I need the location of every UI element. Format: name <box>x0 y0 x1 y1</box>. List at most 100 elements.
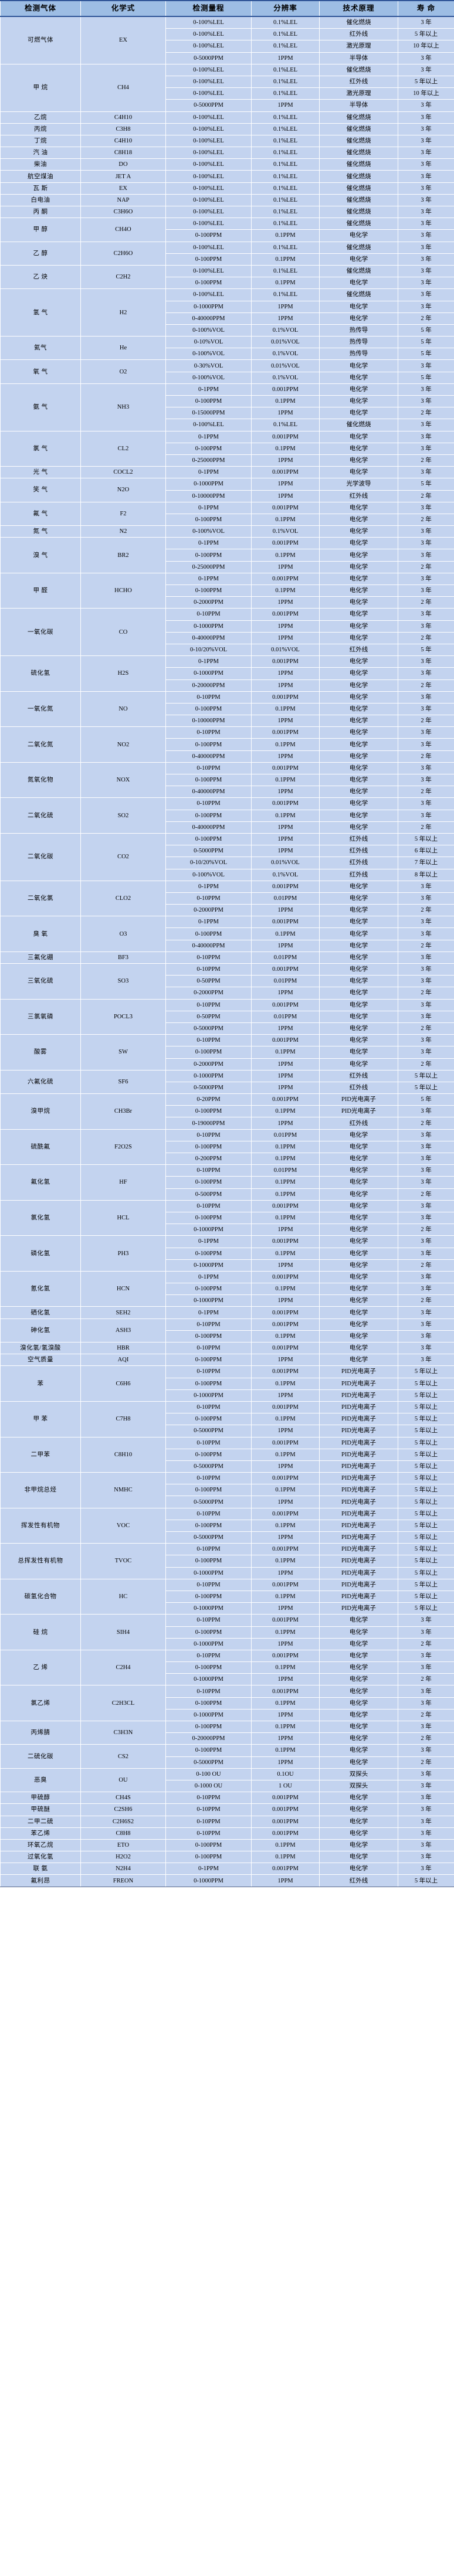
principle-cell: 电化学 <box>319 1211 398 1225</box>
lifetime-cell: 8 年以上 <box>398 868 454 881</box>
lifetime-cell: 3 年 <box>398 667 454 680</box>
chemical-formula-cell: HBR <box>80 1341 166 1355</box>
table-row: 二氧化碳 CO2 0-100PPM 1PPM 红外线 5 年以上 <box>0 832 454 881</box>
lifetime-cell: 5 年以上 <box>398 1496 454 1508</box>
resolution-cell: 0.1PPM <box>251 1377 320 1390</box>
principle-cell: 催化燃烧 <box>319 288 398 301</box>
lifetime-cell: 3 年 <box>398 52 454 64</box>
lifetime-cell: 2 年 <box>398 1756 454 1769</box>
gas-specification-sheet: 检测气体 化学式 检测量程 分辨率 技术原理 寿 命 可燃气体 EX 0-100%L… <box>0 0 454 1887</box>
lifetime-cell: 3 年 <box>398 1626 454 1639</box>
gas-name-cell: 二硫化碳 <box>0 1744 81 1769</box>
principle-cell: 催化燃烧 <box>319 63 398 76</box>
table-row: 0-100PPM 0.1PPM 电化学 3 年 <box>1 584 454 597</box>
lifetime-cell: 3 年 <box>398 16 454 29</box>
resolution-cell: 0.001PPM <box>251 655 320 668</box>
principle-cell: 电化学 <box>319 1863 398 1875</box>
resolution-cell: 1PPM <box>251 1224 320 1236</box>
range-cell: 0-10PPM <box>165 1792 252 1804</box>
gas-name-cell: 三氧化硫 <box>0 963 81 1000</box>
range-cell: 0-5000PPM <box>165 1425 252 1437</box>
lifetime-cell: 3 年 <box>398 951 454 964</box>
range-cell: 0-10PPM <box>165 762 252 775</box>
table-row: 三氧化硫 SO3 0-10PPM 0.001PPM 电化学 3 年 <box>0 963 454 1000</box>
range-cell: 0-100PPM <box>165 927 252 940</box>
principle-cell: 红外线 <box>319 1081 398 1095</box>
gas-name-cell: 碳氢化合物 <box>0 1578 81 1615</box>
table-row: 0-5000PPM 1PPM PID光电离子 5 年以上 <box>1 1531 454 1544</box>
resolution-cell: 1PPM <box>251 1531 320 1544</box>
table-row: 0-100PPM 0.1PPM 电化学 3 年 <box>1 1247 454 1260</box>
chemical-formula-cell: DO <box>80 158 166 171</box>
range-cell: 0-100%VOL <box>165 868 252 881</box>
lifetime-cell: 2 年 <box>398 1188 454 1201</box>
principle-cell: 电化学 <box>319 1235 398 1248</box>
range-cell: 0-5000PPM <box>165 845 252 858</box>
chemical-formula-cell: CH4S <box>80 1792 166 1804</box>
lifetime-cell: 2 年 <box>398 1673 454 1686</box>
principle-cell: 电化学 <box>319 1744 398 1757</box>
range-cell: 0-100%LEL <box>165 28 252 41</box>
gas-name-cell: 乙 烯 <box>0 1649 81 1686</box>
table-row: 0-2000PPM 1PPM 电化学 2 年 <box>1 904 454 917</box>
chemical-formula-cell: C8H10 <box>80 1436 166 1473</box>
principle-cell: 电化学 <box>319 608 398 621</box>
gas-name-cell: 二氧化硫 <box>0 797 81 834</box>
range-cell: 0-1PPM <box>165 466 252 479</box>
resolution-cell: 0.1PPM <box>251 738 320 751</box>
resolution-cell: 0.1PPM <box>251 229 320 242</box>
gas-name-cell: 溴甲烷 <box>0 1093 81 1130</box>
resolution-cell: 0.01PPM <box>251 951 320 964</box>
principle-cell: 电化学 <box>319 596 398 609</box>
lifetime-cell: 3 年 <box>398 241 454 254</box>
table-row: 0-100PPM 0.1PPM 电化学 3 年 <box>1 738 454 751</box>
principle-cell: 红外线 <box>319 1874 398 1887</box>
resolution-cell: 1PPM <box>251 904 320 917</box>
resolution-cell: 0.1PPM <box>251 549 320 562</box>
lifetime-cell: 2 年 <box>398 490 454 502</box>
principle-cell: PID光电离子 <box>319 1460 398 1473</box>
gas-name-cell: 氮 气 <box>0 525 81 538</box>
principle-cell: PID光电离子 <box>319 1377 398 1390</box>
chemical-formula-cell: EX <box>80 16 166 64</box>
lifetime-cell: 3 年 <box>398 620 454 633</box>
resolution-cell: 0.001PPM <box>251 916 320 929</box>
lifetime-cell: 3 年 <box>398 1779 454 1793</box>
lifetime-cell: 3 年 <box>398 537 454 550</box>
resolution-cell: 1PPM <box>251 1081 320 1095</box>
range-cell: 0-10PPM <box>165 1472 252 1485</box>
table-header: 检测气体 化学式 检测量程 分辨率 技术原理 寿 命 <box>0 0 454 17</box>
range-cell: 0-10PPM <box>165 1507 252 1520</box>
gas-name-cell: 氯化氢 <box>0 1199 81 1236</box>
lifetime-cell: 3 年 <box>398 1176 454 1189</box>
table-row: 0-50PPM 0.01PPM 电化学 3 年 <box>1 1010 454 1023</box>
resolution-cell: 0.1%LEL <box>251 111 320 124</box>
table-row: 0-100PPM 0.1PPM 电化学 2 年 <box>1 513 454 526</box>
gas-name-cell: 丁烷 <box>0 134 81 148</box>
table-row: 0-5000PPM 1PPM 红外线 5 年以上 <box>1 1081 454 1095</box>
lifetime-cell: 3 年 <box>398 193 454 207</box>
resolution-cell: 1PPM <box>251 1389 320 1402</box>
range-cell: 0-100%VOL <box>165 525 252 538</box>
table-row: 0-100PPM 0.1PPM 电化学 3 年 <box>1 1211 454 1225</box>
range-cell: 0-10PPM <box>165 608 252 621</box>
range-cell: 0-100PPM <box>165 1697 252 1710</box>
lifetime-cell: 3 年 <box>398 655 454 668</box>
table-row: 二甲二硫 C2H6S2 0-10PPM 0.001PPM 电化学 3 年 <box>0 1815 454 1828</box>
lifetime-cell: 3 年 <box>398 1792 454 1804</box>
table-row: 0-40000PPM 1PPM 电化学 2 年 <box>1 631 454 644</box>
resolution-cell: 1PPM <box>251 667 320 680</box>
resolution-cell: 0.1%VOL <box>251 324 320 337</box>
resolution-cell: 0.001PPM <box>251 1401 320 1414</box>
chemical-formula-cell: BF3 <box>80 951 166 964</box>
table-row: 二氧化硫 SO2 0-10PPM 0.001PPM 电化学 3 年 <box>0 797 454 834</box>
resolution-cell: 1PPM <box>251 560 320 573</box>
table-row: 0-1000PPM 1PPM PID光电离子 5 年以上 <box>1 1602 454 1615</box>
range-cell: 0-10PPM <box>165 998 252 1011</box>
lifetime-cell: 3 年 <box>398 430 454 443</box>
principle-cell: 激光原理 <box>319 87 398 100</box>
range-cell: 0-10PPM <box>165 691 252 704</box>
range-cell: 0-100PPM <box>165 1377 252 1390</box>
principle-cell: 电化学 <box>319 1354 398 1367</box>
lifetime-cell: 2 年 <box>398 1637 454 1650</box>
